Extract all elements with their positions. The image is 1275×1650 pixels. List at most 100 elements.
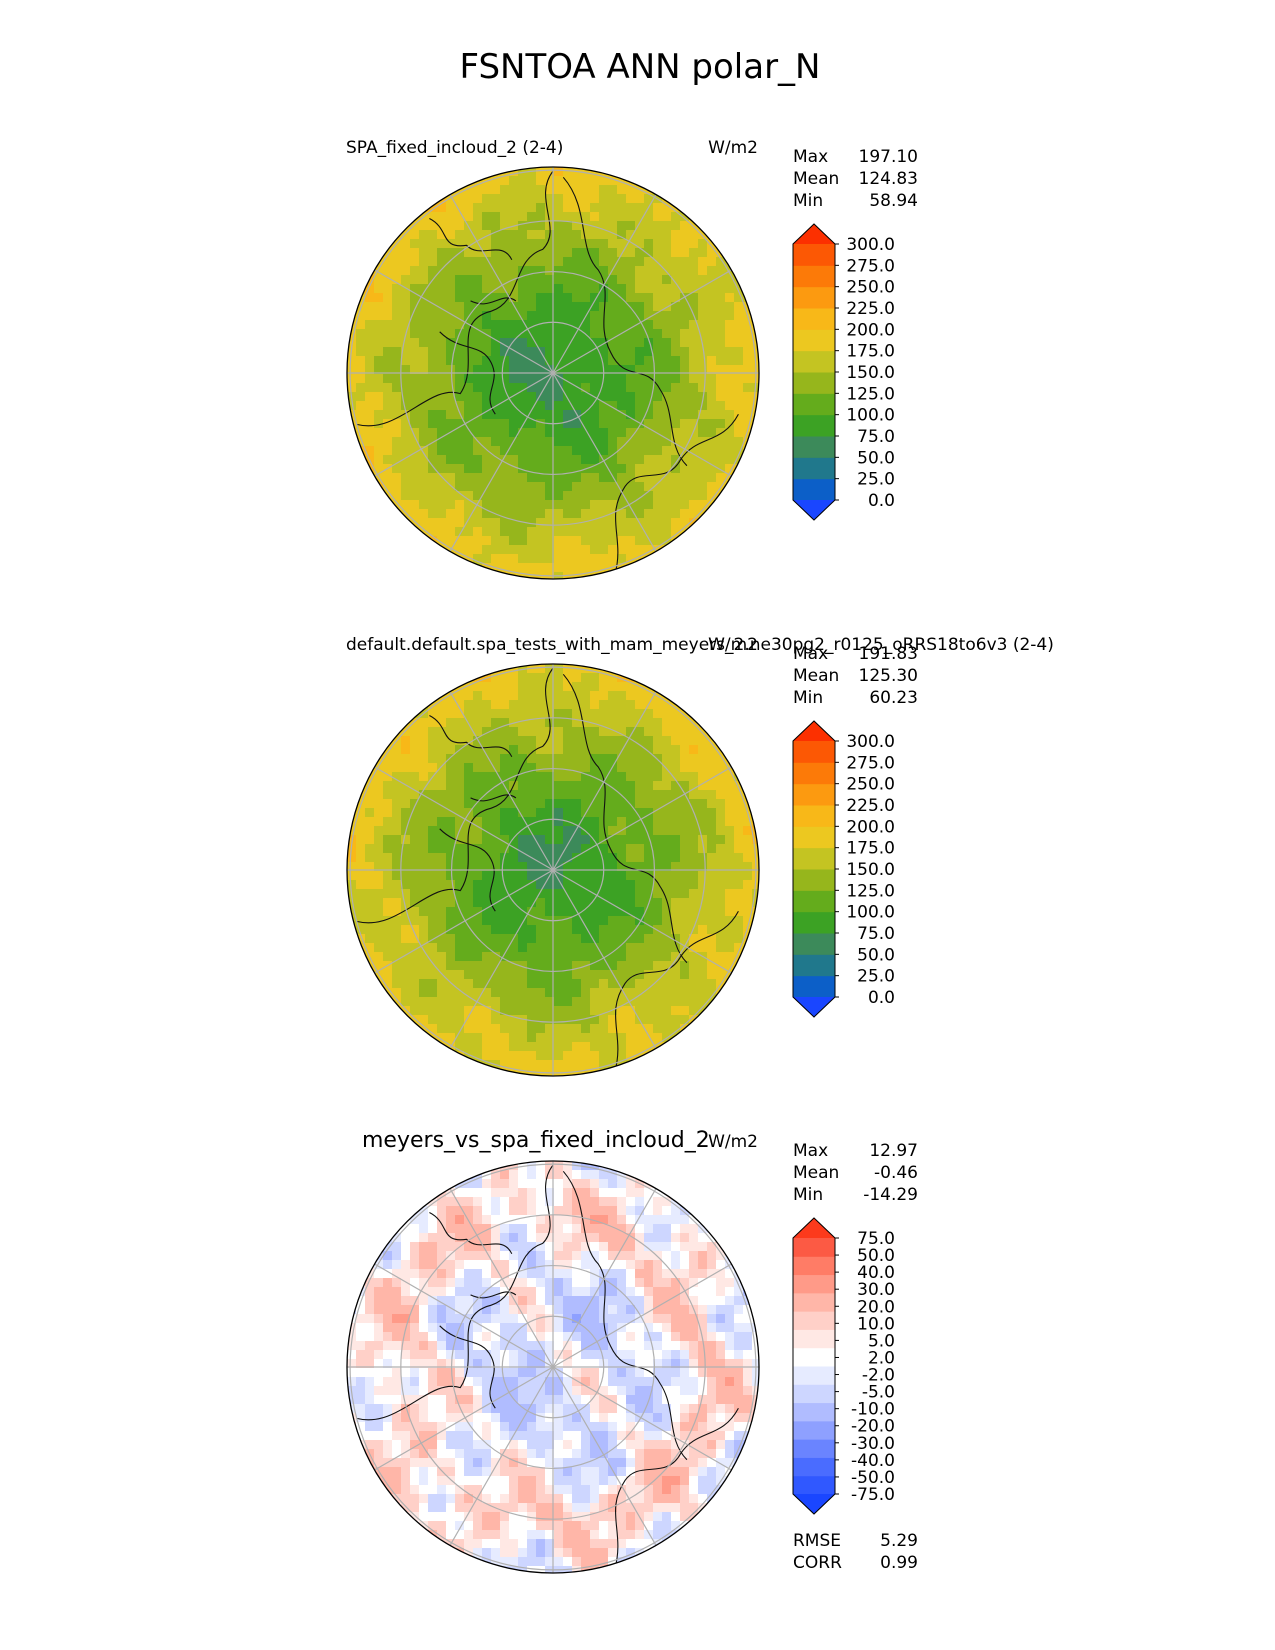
field-cell <box>599 1440 609 1450</box>
field-cell <box>689 1440 699 1450</box>
field-cell <box>419 482 429 492</box>
field-cell <box>743 419 753 429</box>
field-cell <box>653 1051 663 1061</box>
field-cell <box>725 1341 735 1351</box>
field-cell <box>554 1260 564 1270</box>
field-cell <box>608 817 618 827</box>
field-cell <box>626 410 636 420</box>
field-cell <box>482 257 492 267</box>
field-cell <box>572 1413 582 1423</box>
field-cell <box>446 862 456 872</box>
field-cell <box>689 230 699 240</box>
field-cell <box>581 1269 591 1279</box>
field-cell <box>725 907 735 917</box>
field-cell <box>653 203 663 213</box>
field-cell <box>455 518 465 528</box>
field-cell <box>401 266 411 276</box>
field-cell <box>545 383 555 393</box>
field-cell <box>653 1431 663 1441</box>
field-cell <box>428 212 438 222</box>
field-cell <box>581 356 591 366</box>
field-cell <box>590 563 600 573</box>
field-cell <box>509 1422 519 1432</box>
field-cell <box>608 455 618 465</box>
field-cell <box>698 736 708 746</box>
field-cell <box>410 491 420 501</box>
field-cell <box>491 1206 501 1216</box>
field-cell <box>446 419 456 429</box>
field-cell <box>554 311 564 321</box>
field-cell <box>473 763 483 773</box>
field-cell <box>455 509 465 519</box>
field-cell <box>401 1386 411 1396</box>
field-cell <box>572 392 582 402</box>
field-cell <box>635 1033 645 1043</box>
field-cell <box>500 275 510 285</box>
field-cell <box>743 1413 753 1423</box>
field-cell <box>419 1431 429 1441</box>
field-cell <box>662 880 672 890</box>
field-cell <box>464 1260 474 1270</box>
field-cell <box>437 943 447 953</box>
field-cell <box>536 491 546 501</box>
field-cell <box>626 1033 636 1043</box>
field-cell <box>419 410 429 420</box>
field-cell <box>410 1368 420 1378</box>
field-cell <box>725 1395 735 1405</box>
field-cell <box>752 311 759 321</box>
field-cell <box>365 781 375 791</box>
field-cell <box>734 1404 744 1414</box>
field-cell <box>518 988 528 998</box>
field-cell <box>392 365 402 375</box>
field-cell <box>500 709 510 719</box>
field-cell <box>419 347 429 357</box>
field-cell <box>563 988 573 998</box>
field-cell <box>437 1305 447 1315</box>
field-cell <box>491 754 501 764</box>
field-cell <box>671 428 681 438</box>
field-cell <box>455 500 465 510</box>
field-cell <box>698 284 708 294</box>
field-cell <box>644 437 654 447</box>
field-cell <box>626 880 636 890</box>
field-cell <box>536 1278 546 1288</box>
meridian-line <box>374 269 554 374</box>
field-cell <box>554 356 564 366</box>
field-cell <box>707 1359 717 1369</box>
field-cell <box>410 1377 420 1387</box>
field-cell <box>374 907 384 917</box>
field-cell <box>473 329 483 339</box>
field-cell <box>500 446 510 456</box>
field-cell <box>518 961 528 971</box>
field-cell <box>410 997 420 1007</box>
field-cell <box>455 221 465 231</box>
field-cell <box>581 320 591 330</box>
field-cell <box>509 194 519 204</box>
field-cell <box>356 880 366 890</box>
field-cell <box>536 518 546 528</box>
field-cell <box>419 1341 429 1351</box>
field-cell <box>446 709 456 719</box>
field-cell <box>644 1377 654 1387</box>
field-cell <box>527 1413 537 1423</box>
field-cell <box>410 1440 420 1450</box>
field-cell <box>698 1323 708 1333</box>
field-cell <box>689 1242 699 1252</box>
field-cell <box>446 1260 456 1270</box>
field-cell <box>581 835 591 845</box>
field-cell <box>464 338 474 348</box>
field-cell <box>599 500 609 510</box>
field-cell <box>428 239 438 249</box>
field-cell <box>617 1413 627 1423</box>
field-cell <box>491 736 501 746</box>
field-cell <box>608 1015 618 1025</box>
field-cell <box>581 1015 591 1025</box>
field-cell <box>419 284 429 294</box>
field-cell <box>536 194 546 204</box>
field-cell <box>527 1440 537 1450</box>
field-cell <box>563 745 573 755</box>
field-cell <box>473 518 483 528</box>
field-cell <box>725 1440 735 1450</box>
field-cell <box>653 1404 663 1414</box>
field-cell <box>680 1224 690 1234</box>
